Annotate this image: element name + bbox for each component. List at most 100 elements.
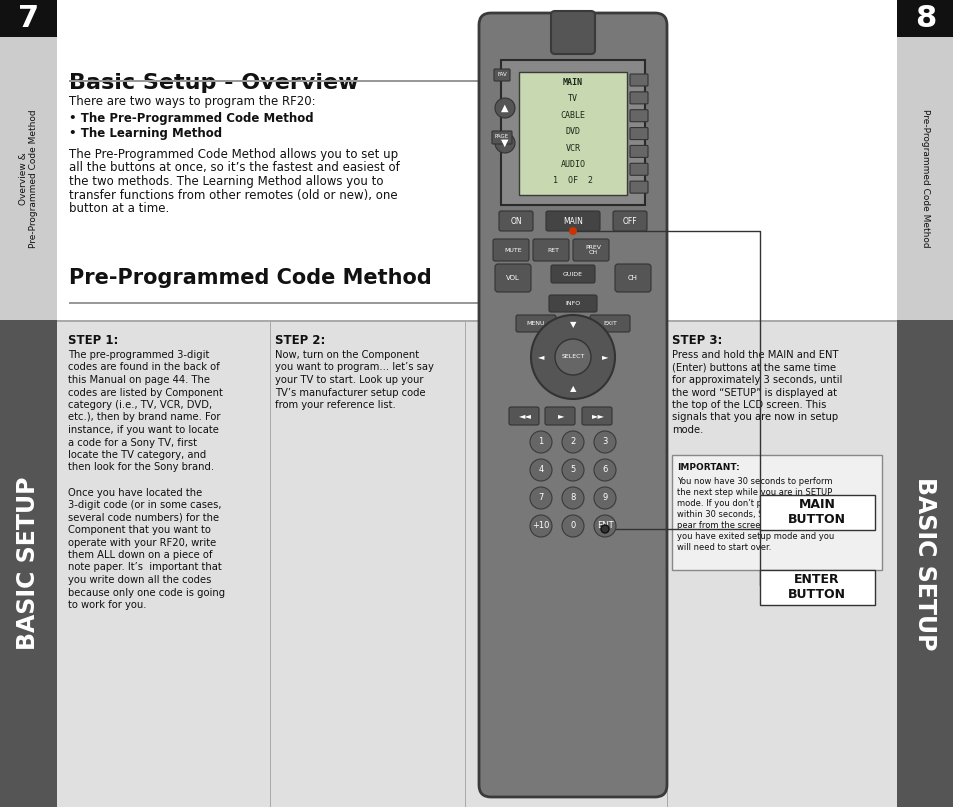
FancyBboxPatch shape (478, 13, 666, 797)
Circle shape (495, 133, 515, 153)
Text: note paper. It’s  important that: note paper. It’s important that (68, 562, 221, 572)
Bar (896, 320, 953, 807)
Bar (760, 570, 874, 605)
Circle shape (568, 227, 577, 235)
FancyBboxPatch shape (551, 265, 595, 283)
Text: for approximately 3 seconds, until: for approximately 3 seconds, until (671, 375, 841, 385)
Circle shape (561, 459, 583, 481)
Bar (69, 80, 618, 82)
Text: VCR: VCR (565, 144, 579, 153)
Text: MENU: MENU (526, 321, 545, 326)
Bar (57, 320, 896, 322)
Text: MAIN: MAIN (562, 216, 582, 225)
Text: then look for the Sony brand.: then look for the Sony brand. (68, 462, 213, 473)
FancyBboxPatch shape (629, 145, 647, 157)
FancyBboxPatch shape (581, 407, 612, 425)
Text: 9: 9 (601, 494, 607, 503)
FancyBboxPatch shape (544, 407, 575, 425)
Text: operate with your RF20, write: operate with your RF20, write (68, 537, 216, 547)
Text: 8: 8 (570, 494, 575, 503)
Text: TV: TV (567, 94, 578, 103)
Bar (666, 320, 668, 807)
FancyBboxPatch shape (492, 131, 512, 144)
Text: Component that you want to: Component that you want to (68, 525, 211, 535)
Text: 4: 4 (537, 466, 543, 475)
Text: Overview &
Pre-Programmed Code Method: Overview & Pre-Programmed Code Method (19, 109, 38, 248)
Text: you want to program... let’s say: you want to program... let’s say (274, 362, 434, 373)
Text: transfer functions from other remotes (old or new), one: transfer functions from other remotes (o… (69, 189, 397, 202)
Text: 3-digit code (or in some cases,: 3-digit code (or in some cases, (68, 500, 221, 510)
Circle shape (594, 459, 616, 481)
Text: 2: 2 (570, 437, 575, 446)
Text: Now, turn on the Component: Now, turn on the Component (274, 350, 418, 360)
Text: Pre-Programmed Code Method: Pre-Programmed Code Method (920, 109, 929, 248)
Text: several code numbers) for the: several code numbers) for the (68, 512, 219, 522)
Text: The Pre-Programmed Code Method allows you to set up: The Pre-Programmed Code Method allows yo… (69, 148, 397, 161)
Circle shape (561, 515, 583, 537)
Text: You now have 30 seconds to perform: You now have 30 seconds to perform (677, 477, 832, 486)
Text: ◄: ◄ (537, 353, 543, 362)
Text: ◄◄: ◄◄ (518, 412, 531, 420)
Bar (464, 320, 466, 807)
Text: GUIDE: GUIDE (562, 271, 582, 277)
Text: ENTER
BUTTON: ENTER BUTTON (787, 573, 845, 601)
Text: EXIT: EXIT (602, 321, 617, 326)
Text: category (i.e., TV, VCR, DVD,: category (i.e., TV, VCR, DVD, (68, 400, 212, 410)
Text: IMPORTANT:: IMPORTANT: (677, 463, 739, 472)
FancyBboxPatch shape (613, 211, 646, 231)
Text: ▼: ▼ (569, 320, 576, 329)
Text: VOL: VOL (505, 275, 519, 281)
Text: BASIC SETUP: BASIC SETUP (913, 477, 937, 650)
Text: to work for you.: to work for you. (68, 600, 147, 610)
Text: the next step while you are in SETUP: the next step while you are in SETUP (677, 488, 831, 497)
Text: Basic Setup - Overview: Basic Setup - Overview (69, 73, 358, 93)
Text: TV’s manufacturer setup code: TV’s manufacturer setup code (274, 387, 425, 398)
Text: OFF: OFF (622, 216, 637, 225)
Bar (57, 320, 896, 807)
Text: 7: 7 (537, 494, 543, 503)
FancyBboxPatch shape (533, 239, 568, 261)
Text: ►: ► (558, 412, 563, 420)
Text: you write down all the codes: you write down all the codes (68, 575, 212, 585)
Text: your TV to start. Look up your: your TV to start. Look up your (274, 375, 423, 385)
Text: ►: ► (601, 353, 608, 362)
FancyBboxPatch shape (615, 264, 650, 292)
Text: FAV: FAV (497, 73, 506, 77)
Text: from your reference list.: from your reference list. (274, 400, 395, 410)
Text: ENT: ENT (596, 521, 613, 530)
Text: the word “SETUP” is displayed at: the word “SETUP” is displayed at (671, 387, 836, 398)
Text: 5: 5 (570, 466, 575, 475)
Text: (Enter) buttons at the same time: (Enter) buttons at the same time (671, 362, 835, 373)
FancyBboxPatch shape (629, 110, 647, 122)
Circle shape (495, 98, 515, 118)
Text: button at a time.: button at a time. (69, 202, 169, 215)
Text: 7: 7 (18, 4, 39, 33)
Text: ▼: ▼ (500, 138, 508, 148)
Text: will need to start over.: will need to start over. (677, 543, 771, 552)
Text: STEP 2:: STEP 2: (274, 334, 325, 347)
Circle shape (594, 487, 616, 509)
Text: mode. If you don’t press a button: mode. If you don’t press a button (677, 499, 817, 508)
Text: STEP 3:: STEP 3: (671, 334, 721, 347)
Text: 1  OF  2: 1 OF 2 (553, 177, 593, 186)
Text: signals that you are now in setup: signals that you are now in setup (671, 412, 838, 423)
Circle shape (531, 315, 615, 399)
Text: • The Learning Method: • The Learning Method (69, 127, 222, 140)
Text: CABLE: CABLE (560, 111, 585, 119)
Bar (0, 320, 57, 807)
FancyBboxPatch shape (629, 74, 647, 86)
Bar (896, 0, 953, 37)
FancyBboxPatch shape (509, 407, 538, 425)
FancyBboxPatch shape (551, 11, 595, 54)
Text: Press and hold the MAIN and ENT: Press and hold the MAIN and ENT (671, 350, 838, 360)
Text: a code for a Sony TV, first: a code for a Sony TV, first (68, 437, 196, 448)
Bar (69, 302, 618, 303)
Text: etc.), then by brand name. For: etc.), then by brand name. For (68, 412, 220, 423)
Text: codes are found in the back of: codes are found in the back of (68, 362, 219, 373)
Circle shape (530, 515, 552, 537)
FancyBboxPatch shape (494, 69, 510, 81)
Text: all the buttons at once, so it’s the fastest and easiest of: all the buttons at once, so it’s the fas… (69, 161, 399, 174)
Text: PREV
CH: PREV CH (584, 245, 600, 255)
Text: locate the TV category, and: locate the TV category, and (68, 450, 206, 460)
Text: ▲: ▲ (569, 384, 576, 394)
